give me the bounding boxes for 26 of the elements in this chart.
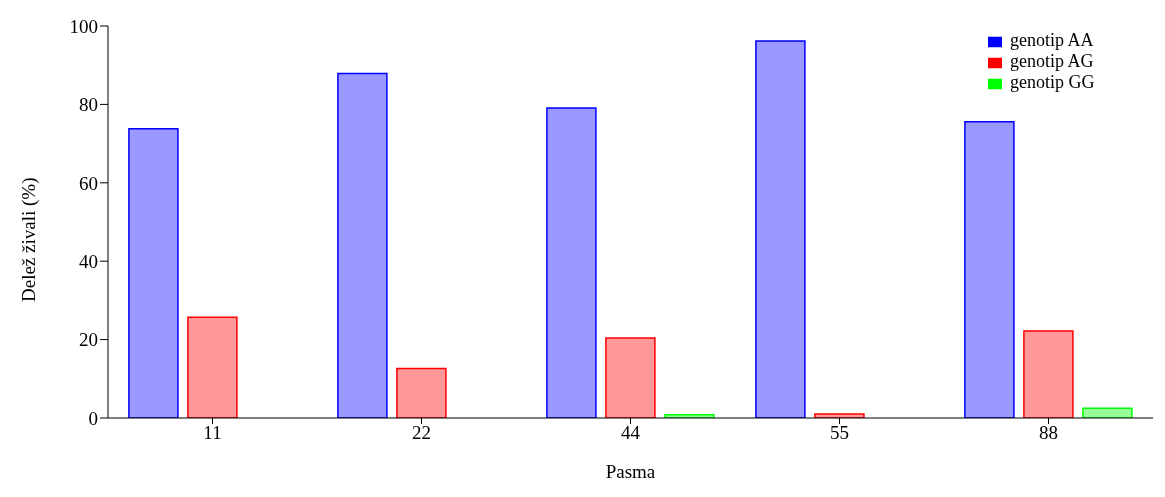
bar <box>396 367 447 418</box>
legend-label: genotip GG <box>1010 72 1095 92</box>
y-tick-label: 60 <box>79 172 98 194</box>
y-axis-title: Delež živali (%) <box>17 177 40 302</box>
legend-label: genotip AG <box>1010 51 1094 71</box>
bar <box>187 316 238 418</box>
bar <box>128 127 179 418</box>
bar <box>546 107 597 418</box>
y-tick-label: 40 <box>79 250 98 272</box>
y-tick-label: 0 <box>88 407 98 429</box>
bar <box>1082 407 1133 418</box>
x-tick-label: 22 <box>412 422 431 444</box>
bar <box>337 72 388 418</box>
y-tick-label: 80 <box>79 94 98 116</box>
y-tick-label: 100 <box>69 15 98 37</box>
x-axis-title: Pasma <box>605 461 656 482</box>
bar <box>1023 330 1074 418</box>
y-tick-label: 20 <box>79 329 98 351</box>
x-tick-label: 44 <box>621 422 641 444</box>
bar <box>755 40 806 418</box>
x-tick-label: 55 <box>830 422 849 444</box>
x-tick-label: 11 <box>203 422 222 444</box>
legend-label: genotip AA <box>1010 30 1094 50</box>
x-tick-label: 88 <box>1039 422 1058 444</box>
bar <box>964 120 1015 418</box>
bar <box>605 337 656 418</box>
